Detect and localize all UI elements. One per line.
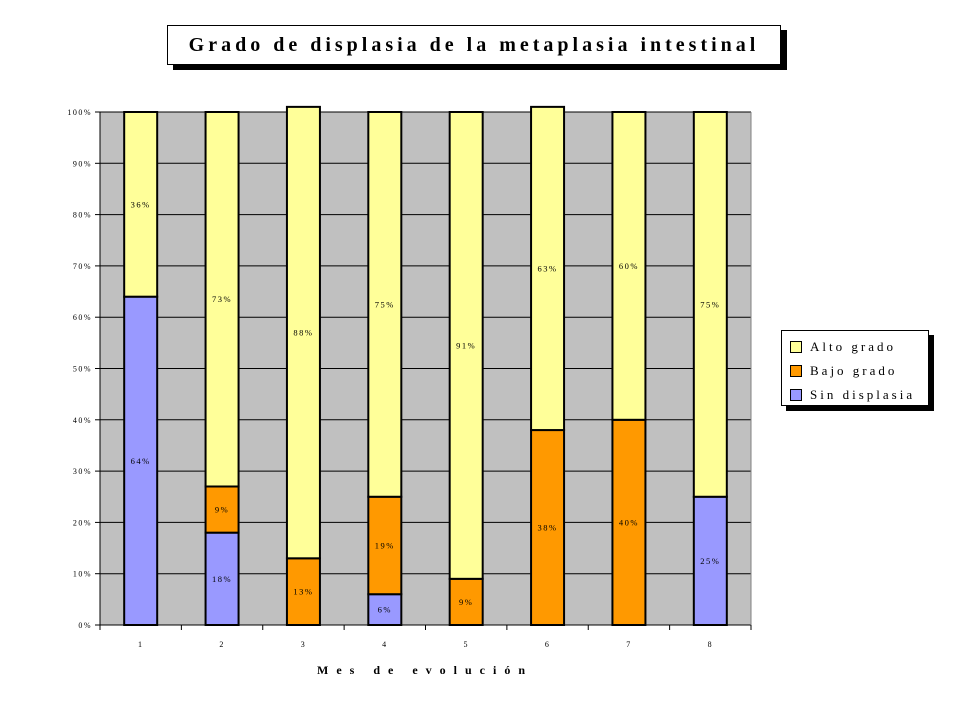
bar-segment <box>204 111 240 488</box>
y-tick-label: 10% <box>73 570 92 579</box>
data-label: 9% <box>215 505 229 515</box>
bar-segment <box>285 105 321 560</box>
y-tick-label: 80% <box>73 211 92 220</box>
chart-title: Grado de displasia de la metaplasia inte… <box>188 33 760 56</box>
data-label: 63% <box>538 263 558 273</box>
y-tick-label: 0% <box>78 621 92 630</box>
x-tick-label: 4 <box>382 640 388 649</box>
bar-segment <box>367 495 403 596</box>
data-label: 36% <box>131 199 151 209</box>
bar-segment <box>530 105 566 432</box>
y-tick-label: 90% <box>73 159 92 168</box>
legend-label: Alto grado <box>810 339 896 354</box>
data-label: 19% <box>375 540 395 550</box>
x-tick-label: 3 <box>301 640 307 649</box>
data-label: 9% <box>459 597 473 607</box>
x-tick-label: 2 <box>219 640 225 649</box>
bar-segment <box>367 593 403 626</box>
legend-label: Sin displasia <box>810 387 916 402</box>
x-tick-label: 6 <box>545 640 551 649</box>
bar-segment <box>692 111 728 498</box>
data-label: 6% <box>378 605 392 615</box>
bar-segment <box>204 485 240 534</box>
data-label: 75% <box>700 299 720 309</box>
grid-layer <box>100 111 751 626</box>
bar-segment <box>611 418 647 626</box>
data-label: 25% <box>700 556 720 566</box>
bar-segment <box>448 111 484 580</box>
y-tick-label: 50% <box>73 365 92 374</box>
bar-segment <box>204 531 240 626</box>
legend: Alto grado Bajo grado Sin displasia <box>781 330 929 406</box>
y-tick-label: 60% <box>73 313 92 322</box>
y-tick-label: 70% <box>73 262 92 271</box>
data-label-layer: 64% 36% 18% 9% 73% 13% 88% 6% 19% 75% 9% 91% 38% 63% 4… <box>131 199 720 615</box>
legend-swatch <box>790 341 802 353</box>
x-axis-title: Mes de evolución <box>317 663 533 677</box>
legend-swatch <box>790 389 802 401</box>
data-label: 75% <box>375 299 395 309</box>
bar-segment <box>367 111 403 498</box>
y-tick-label: 40% <box>73 416 92 425</box>
data-label: 40% <box>619 517 639 527</box>
y-tick-label: 100% <box>67 108 92 117</box>
legend-label: Bajo grado <box>810 363 898 378</box>
data-label: 18% <box>212 574 232 584</box>
data-label: 60% <box>619 261 639 271</box>
data-label: 73% <box>212 294 232 304</box>
x-tick-label: 5 <box>463 640 469 649</box>
bar-segment <box>530 429 566 626</box>
y-tick-label: 30% <box>73 467 92 476</box>
bar-layer <box>123 105 728 627</box>
chart-title-box: Grado de displasia de la metaplasia inte… <box>167 25 781 65</box>
y-tick-label: 20% <box>73 518 92 527</box>
x-tick-label: 7 <box>626 640 632 649</box>
legend-item: Bajo grado <box>790 359 928 383</box>
bar-segment <box>611 111 647 421</box>
bar-segment <box>448 577 484 627</box>
legend-item: Sin displasia <box>790 383 928 407</box>
axis-layer: 0% 10% 20% 30% 40% 50% 60% 70% 80% 90% 100% 1 2 3 4 5 6 7… <box>67 108 752 649</box>
x-tick-label: 8 <box>708 640 714 649</box>
bar-segment <box>123 111 159 298</box>
legend-item: Alto grado <box>790 335 928 359</box>
data-label: 91% <box>456 340 476 350</box>
legend-swatch <box>790 365 802 377</box>
x-tick-label: 1 <box>138 640 144 649</box>
data-label: 88% <box>293 328 313 338</box>
data-label: 38% <box>538 523 558 533</box>
data-label: 64% <box>131 456 151 466</box>
data-label: 13% <box>293 587 313 597</box>
